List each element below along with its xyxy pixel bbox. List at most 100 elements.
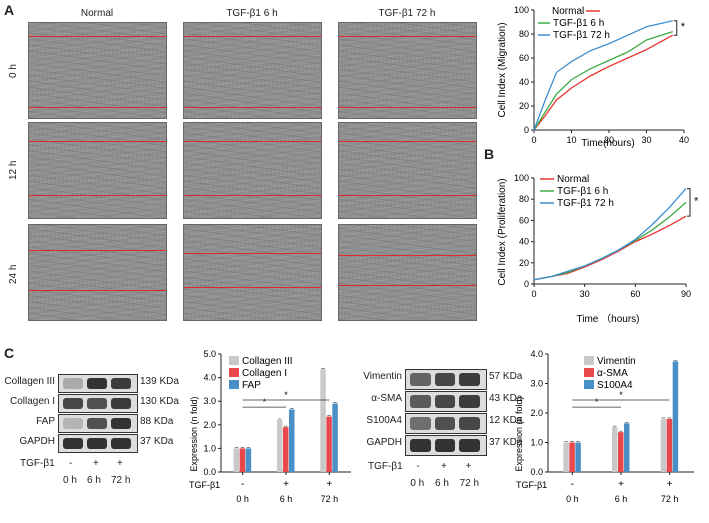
- markers-bar-chart: Expression (n fold) 0.0 1.0 2.0 3.0 4.0 - 0 h +…: [514, 349, 694, 504]
- blot-protein-label: GAPDH: [366, 437, 402, 448]
- legend-label: TGF-β1 72 h: [557, 198, 614, 209]
- significance-star: *: [263, 397, 267, 407]
- treatment-label: TGF-β1: [516, 480, 547, 490]
- legend-label: FAP: [242, 380, 261, 391]
- bar: [563, 442, 569, 472]
- legend-swatch: [584, 368, 594, 377]
- y-tick-label: 40: [519, 77, 529, 87]
- bar: [326, 416, 332, 472]
- blot-strip: [405, 391, 487, 412]
- blot-time-label: 6 h: [435, 478, 449, 489]
- blot-band: [87, 378, 107, 389]
- significance-bracket: [673, 20, 678, 36]
- legend-label: Collagen III: [242, 356, 293, 367]
- treatment-sign: +: [667, 479, 673, 490]
- blot-time-label: 0 h: [410, 478, 425, 489]
- treatment-label: TGF-β1: [189, 480, 220, 490]
- blot-band: [111, 418, 131, 429]
- blot-protein-label: Vimentin: [363, 371, 402, 382]
- micrograph-normal-12h: [28, 122, 167, 219]
- row-label-24h: 24 h: [8, 264, 19, 284]
- blot-protein-label: α-SMA: [371, 393, 402, 404]
- migration-y-axis-label: Cell Index (Migration): [497, 22, 508, 117]
- legend-label: TGF-β1 6 h: [553, 18, 604, 29]
- blot-protein-label: GAPDH: [19, 436, 55, 447]
- blot-band: [63, 378, 83, 389]
- legend-label: α-SMA: [597, 368, 628, 379]
- panel-letter-b: B: [484, 146, 495, 162]
- legend-label: S100A4: [597, 380, 633, 391]
- micrograph-tgf6-24h: [183, 224, 322, 321]
- x-tick-label: 30: [641, 135, 651, 145]
- series-line-3: [533, 188, 687, 281]
- significance-star: *: [595, 397, 599, 407]
- bar: [624, 423, 630, 472]
- legend-label: TGF-β1 72 h: [553, 30, 610, 41]
- bar: [277, 420, 283, 472]
- blot-kda-label: 43 KDa: [489, 393, 523, 404]
- bar: [612, 427, 618, 472]
- panel-letter-c: C: [4, 345, 15, 361]
- legend-swatch: [584, 356, 594, 365]
- x-tick-label: 20: [604, 135, 614, 145]
- blot-band: [111, 378, 131, 389]
- blot-kda-label: 37 KDa: [489, 437, 523, 448]
- bar: [618, 432, 624, 472]
- row-label-12h: 12 h: [8, 160, 19, 180]
- blot-treatment-sign: +: [93, 458, 99, 469]
- blot-kda-label: 139 KDa: [140, 376, 179, 387]
- legend-label: Normal: [552, 6, 584, 17]
- blot-strip: [405, 413, 487, 434]
- row-label-0h: 0 h: [8, 64, 19, 78]
- x-tick-label: 30: [580, 289, 590, 299]
- y-tick-label: 3.0: [203, 396, 216, 406]
- treatment-sign: -: [241, 479, 244, 490]
- y-tick-label: 60: [519, 215, 529, 225]
- blot-band: [434, 439, 456, 452]
- blot-kda-label: 37 KDa: [140, 436, 174, 447]
- series-line-1: [533, 215, 687, 281]
- blot-band: [410, 439, 431, 452]
- blot-band: [87, 438, 107, 449]
- micrograph-tgf6-0h: [183, 22, 322, 119]
- category-label: 6 h: [615, 494, 628, 504]
- y-tick-label: 1.0: [530, 438, 543, 448]
- y-tick-label: 20: [519, 258, 529, 268]
- significance-star: *: [694, 195, 699, 207]
- blot-band: [434, 417, 456, 430]
- significance-star: *: [619, 390, 623, 400]
- legend-label: Vimentin: [597, 356, 636, 367]
- y-tick-label: 2.0: [530, 408, 543, 418]
- collagen-y-axis-label: Expression (n fold): [189, 396, 199, 471]
- blot-protein-label: Collagen I: [9, 396, 55, 407]
- y-tick-label: 100: [514, 5, 529, 15]
- significance-star: *: [681, 21, 686, 33]
- blot-band: [63, 438, 83, 449]
- blot-treatment-sign: +: [465, 461, 472, 472]
- category-label: 0 h: [236, 494, 249, 504]
- bar: [666, 418, 673, 472]
- blot-treatment-sign: -: [69, 458, 73, 469]
- y-tick-label: 4.0: [203, 373, 216, 383]
- y-tick-label: 0: [524, 279, 529, 289]
- micrograph-normal-24h: [28, 224, 167, 321]
- bar: [283, 427, 289, 472]
- legend-swatch: [229, 380, 239, 389]
- legend-label: Collagen I: [242, 368, 287, 379]
- blot-time-label: 72 h: [459, 478, 480, 489]
- blot-treatment-sign: -: [416, 461, 420, 472]
- x-tick-label: 0: [531, 289, 536, 299]
- bar: [320, 369, 326, 472]
- bar: [332, 403, 338, 472]
- bar: [660, 418, 667, 472]
- significance-star: *: [284, 390, 288, 400]
- proliferation-x-axis-label: Time （hours): [577, 313, 640, 325]
- category-label: 6 h: [280, 494, 293, 504]
- y-tick-label: 0.0: [530, 467, 543, 477]
- proliferation-chart: Cell Index (Proliferation) Time （hours) …: [497, 173, 699, 325]
- migration-chart: Cell Index (Migration) Time(hours) 0 20 40…: [497, 5, 689, 148]
- blot-kda-label: 57 KDa: [489, 371, 523, 382]
- x-tick-label: 40: [679, 135, 689, 145]
- x-tick-label: 0: [531, 135, 536, 145]
- y-tick-label: 4.0: [530, 349, 543, 359]
